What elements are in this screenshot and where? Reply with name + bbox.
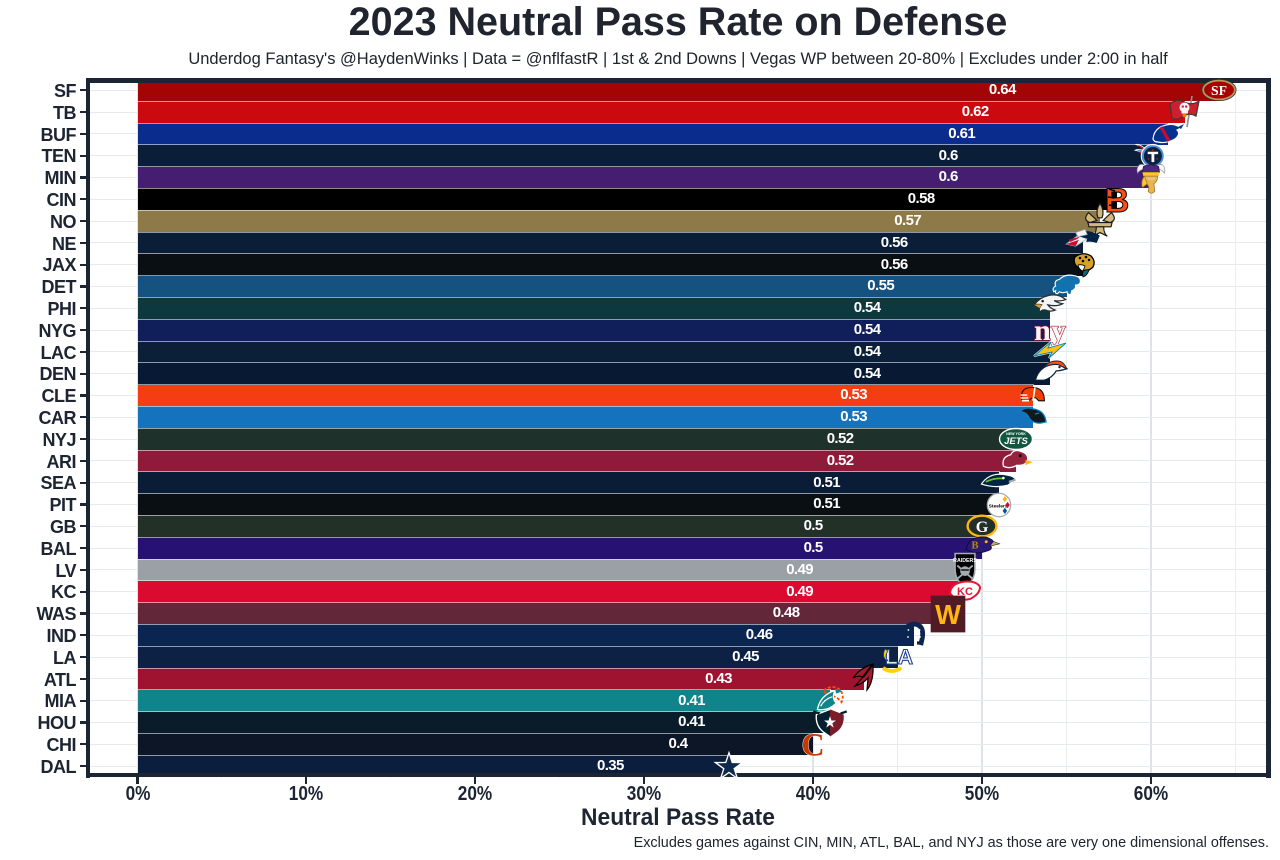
- svg-text:JETS: JETS: [1004, 436, 1028, 447]
- svg-text:NEW YORK: NEW YORK: [1006, 432, 1026, 436]
- svg-text:B: B: [972, 541, 979, 552]
- svg-text:SF: SF: [1210, 83, 1226, 98]
- svg-text:Steelers: Steelers: [989, 503, 1008, 509]
- svg-text:W: W: [935, 598, 961, 629]
- svg-text:LA: LA: [885, 646, 913, 669]
- svg-text:B: B: [1105, 182, 1130, 219]
- svg-text:C: C: [801, 727, 824, 763]
- svg-text:RAIDERS: RAIDERS: [953, 558, 977, 564]
- svg-text:KC: KC: [957, 586, 973, 598]
- svg-text:G: G: [976, 518, 989, 536]
